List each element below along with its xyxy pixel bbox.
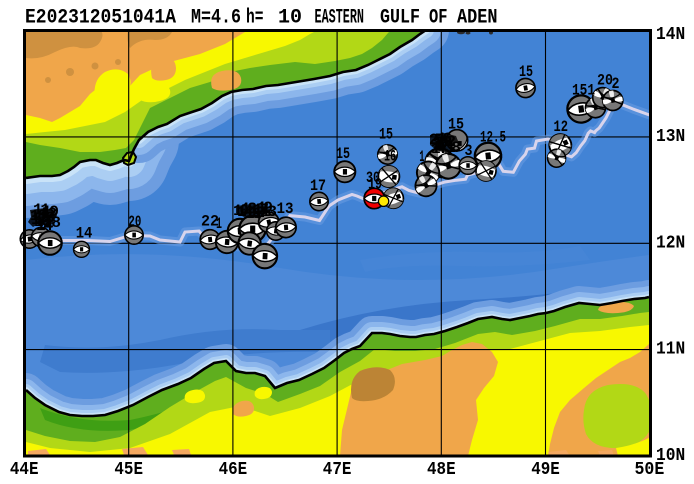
svg-text:ADEN: ADEN (457, 7, 498, 30)
svg-text:12: 12 (554, 118, 569, 136)
svg-text:GULF: GULF (380, 7, 420, 30)
svg-text:1: 1 (216, 215, 222, 233)
svg-text:45E: 45E (114, 460, 143, 480)
svg-text:13: 13 (38, 209, 55, 227)
svg-text:12.5: 12.5 (480, 129, 506, 147)
svg-text:1: 1 (419, 148, 424, 166)
svg-text:10: 10 (233, 202, 249, 220)
svg-text:M=4.6: M=4.6 (191, 7, 241, 30)
svg-text:20: 20 (128, 213, 141, 231)
svg-text:2: 2 (612, 75, 620, 93)
svg-text:18: 18 (241, 200, 257, 218)
svg-text:44E: 44E (10, 460, 39, 480)
svg-text:49E: 49E (531, 460, 560, 480)
svg-text:13N: 13N (656, 127, 685, 147)
svg-text:151: 151 (572, 82, 595, 100)
svg-text:46E: 46E (219, 460, 248, 480)
svg-text:12: 12 (249, 204, 265, 222)
svg-text:22: 22 (201, 213, 219, 231)
svg-text:18: 18 (44, 214, 61, 232)
svg-text:10: 10 (30, 207, 47, 225)
svg-text:17: 17 (310, 177, 326, 195)
svg-text:15: 15 (336, 145, 350, 163)
svg-text:15: 15 (519, 63, 533, 81)
svg-text:EASTERN: EASTERN (315, 7, 365, 30)
svg-text:20: 20 (597, 72, 613, 90)
svg-text:13: 13 (261, 203, 277, 221)
svg-text:17: 17 (31, 211, 48, 229)
svg-text:13: 13 (277, 200, 294, 218)
svg-text:11N: 11N (656, 340, 685, 360)
svg-text:14: 14 (36, 217, 53, 235)
svg-text:48E: 48E (427, 460, 456, 480)
svg-text:15: 15 (379, 126, 393, 144)
svg-text:47E: 47E (323, 460, 352, 480)
svg-text:17: 17 (253, 201, 269, 219)
svg-text:15: 15 (448, 116, 464, 134)
svg-text:19: 19 (368, 176, 382, 194)
svg-text:18: 18 (446, 139, 461, 157)
svg-text:19: 19 (257, 199, 273, 217)
svg-text:E202312051041A: E202312051041A (25, 7, 176, 30)
svg-text:25: 25 (429, 131, 444, 149)
svg-text:19: 19 (433, 135, 448, 153)
svg-text:14: 14 (76, 225, 93, 243)
svg-text:10N: 10N (656, 446, 685, 466)
svg-text:14N: 14N (656, 25, 685, 45)
svg-text:30: 30 (366, 169, 380, 187)
svg-text:16: 16 (34, 213, 51, 231)
svg-text:14: 14 (237, 203, 253, 221)
svg-text:12: 12 (441, 133, 456, 151)
svg-text:h=: h= (246, 7, 264, 30)
svg-text:10: 10 (278, 7, 302, 30)
svg-text:14: 14 (431, 140, 446, 158)
svg-text:12: 12 (40, 205, 57, 223)
svg-text:16: 16 (384, 148, 396, 166)
svg-text:16: 16 (437, 130, 452, 148)
svg-text:19: 19 (42, 203, 59, 221)
svg-text:11: 11 (33, 201, 50, 219)
svg-text:3: 3 (465, 142, 473, 160)
svg-text:12N: 12N (656, 234, 685, 254)
svg-text:OF: OF (429, 7, 448, 30)
svg-text:50E: 50E (635, 460, 665, 480)
svg-text:15: 15 (245, 205, 261, 223)
svg-text:17: 17 (435, 137, 450, 155)
